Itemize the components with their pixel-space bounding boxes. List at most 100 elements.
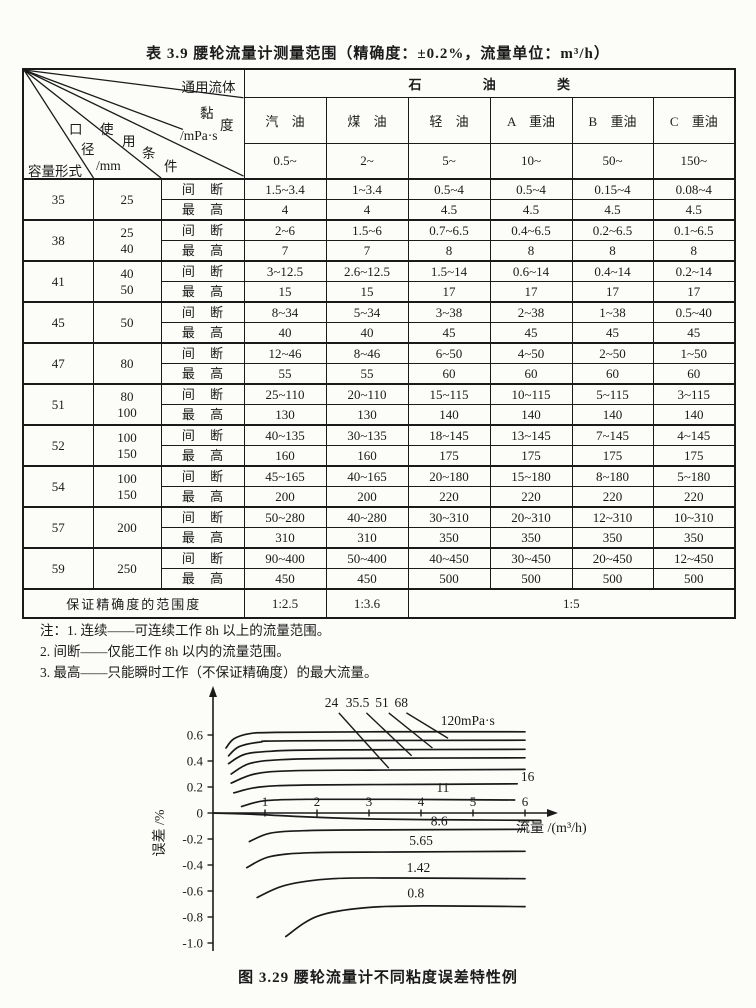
diagonal-divider-lines [24,70,243,178]
y-tick-label: 0.6 [187,728,204,743]
value-cell: 4.5 [489,199,573,221]
model-cell: 41 [22,260,94,303]
table-row: 35 25 间 断 1.5~3.4 1~3.4 0.5~4 0.5~4 0.15~4 0.08~… [22,178,736,221]
value-cell: 25~110 [243,383,327,405]
curve-label-0.8: 0.8 [407,886,424,901]
corner-label-condition: 用 [122,134,136,149]
column-header: B 重油 [571,97,654,144]
table-row: 38 25 40 间 断 2~6 1.5~6 0.7~6.5 0.4~6.5 0.2~6.5 0.… [22,219,736,262]
condition-label-cell: 间 断 [160,506,245,528]
corner-label-viscosity: 度 [220,118,234,133]
footer-value-cell: 1:5 [407,588,736,619]
value-cell: 0.4~14 [571,260,654,282]
value-cell: 175 [571,445,654,467]
column-header: C 重油 [652,97,736,144]
value-cell: 20~310 [489,506,573,528]
y-axis-arrow [209,686,217,697]
value-cell: 17 [489,281,573,303]
viscosity-min-cell: 150~ [652,143,736,180]
value-cell: 450 [243,568,327,590]
figure-caption: 图 3.29 腰轮流量计不同粘度误差特性例 [238,970,518,986]
value-cell: 7 [325,240,409,262]
value-cell: 8 [489,240,573,262]
value-cell: 10~115 [489,383,573,405]
condition-label-cell: 最 高 [160,445,245,467]
table-row: 54 100 150 间 断 45~165 40~165 20~180 15~180 8~180… [22,465,736,508]
x-axis-label: 流量 /(m³/h) [516,820,587,836]
value-cell: 130 [243,404,327,426]
value-cell: 3~115 [652,383,736,405]
bore-value: 200 [117,519,137,535]
bore-cell: 25 [92,178,162,221]
y-axis-label: 误差 /% [152,809,168,856]
curve-leader-24 [338,712,390,769]
value-cell: 50~400 [325,547,409,569]
bore-cell: 200 [92,506,162,549]
value-cell: 50~280 [243,506,327,528]
value-cell: 140 [489,404,573,426]
header-row-group: 通用流体 黏 度 /mPa·s 使 用 条 件 口 径 /mm 容量形式 石 油… [22,68,736,180]
table-row: 最 高 40 40 45 45 45 45 [23,322,736,344]
bore-cell: 100 150 [92,424,162,467]
x-tick-label: 6 [522,794,529,809]
value-cell: 0.5~4 [489,178,573,200]
value-cell: 140 [652,404,736,426]
condition-label-cell: 最 高 [160,199,245,221]
curve-label-11: 11 [436,780,449,795]
value-cell: 450 [325,568,409,590]
corner-label-bore-unit: /mm [96,158,121,173]
bore-value: 100 [117,404,137,420]
viscosity-curve-0.8 [284,905,526,938]
viscosity-curve-35.5 [230,756,526,775]
value-cell: 2.6~12.5 [325,260,409,282]
footer-label-cell: 保证精确度的范围度 [22,588,245,619]
value-cell: 40 [243,322,327,344]
x-tick-label: 3 [366,794,373,809]
model-cell: 52 [22,424,94,467]
corner-label-bore: 口 [69,122,83,137]
value-cell: 2~50 [571,342,654,364]
value-cell: 45 [489,322,573,344]
bore-value: 150 [117,486,137,502]
viscosity-curve-16 [232,782,519,794]
value-cell: 18~145 [407,424,491,446]
table-row: 最 高 200 200 220 220 220 220 [23,486,736,508]
value-cell: 5~180 [652,465,736,487]
viscosity-min-cell: 2~ [325,143,409,180]
table-notes: 注：1. 连续——可连续工作 8h 以上的流量范围。 2. 间断——仅能工作 8… [40,620,378,683]
bore-value: 100 [117,470,137,486]
value-cell: 160 [243,445,327,467]
value-cell: 0.2~14 [652,260,736,282]
curve-label-120: 120mPa·s [441,713,495,728]
curve-leader-51 [388,712,433,749]
table-row: 59 250 间 断 90~400 50~400 40~450 30~450 20~450 12… [22,547,736,590]
curve-label-1.42: 1.42 [407,860,431,875]
value-cell: 140 [571,404,654,426]
value-cell: 2~6 [243,219,327,241]
value-cell: 220 [407,486,491,508]
value-cell: 5~115 [571,383,654,405]
value-cell: 160 [325,445,409,467]
value-cell: 4.5 [652,199,736,221]
table-row: 最 高 160 160 175 175 175 175 [23,445,736,467]
value-cell: 8~46 [325,342,409,364]
value-cell: 20~450 [571,547,654,569]
value-cell: 0.4~6.5 [489,219,573,241]
value-cell: 0.2~6.5 [571,219,654,241]
value-cell: 8 [652,240,736,262]
y-tick-label: 0.4 [187,754,204,769]
value-cell: 500 [489,568,573,590]
condition-label-cell: 间 断 [160,301,245,323]
condition-label-cell: 间 断 [160,547,245,569]
x-tick-label: 2 [314,794,321,809]
model-cell: 59 [22,547,94,590]
value-cell: 220 [571,486,654,508]
value-cell: 130 [325,404,409,426]
table-footer-row: 保证精确度的范围度 1:2.5 1:3.6 1:5 [22,588,736,619]
model-cell: 54 [22,465,94,508]
y-tick-label: 0.2 [187,780,203,795]
value-cell: 10~310 [652,506,736,528]
value-cell: 30~310 [407,506,491,528]
